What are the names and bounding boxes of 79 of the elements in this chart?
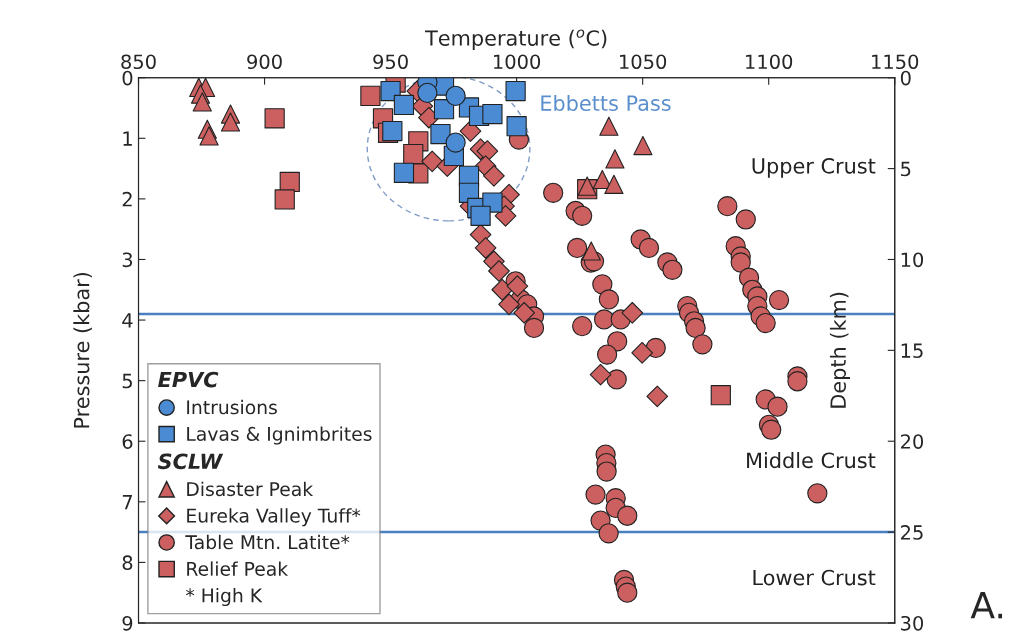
annotation: Lower Crust xyxy=(753,569,876,586)
legend-label: Disaster Peak xyxy=(187,481,314,497)
point xyxy=(417,82,438,103)
x-tick-label: 1150 xyxy=(872,54,919,70)
point xyxy=(633,135,653,156)
y-tick-label: 2 xyxy=(122,191,132,207)
point xyxy=(470,205,491,226)
point xyxy=(498,293,520,316)
y-axis-title: Pressure (kbar) xyxy=(73,272,92,428)
y2-axis-title: Depth (km) xyxy=(829,292,851,408)
point xyxy=(581,241,601,261)
point xyxy=(506,275,529,297)
point xyxy=(621,301,644,324)
point xyxy=(474,237,497,259)
point xyxy=(421,150,444,173)
text: A. xyxy=(970,591,1003,619)
point xyxy=(589,363,612,386)
point xyxy=(506,116,527,137)
y2-tick-label: 20 xyxy=(901,434,924,449)
annotation: SCLW xyxy=(157,453,224,470)
point xyxy=(403,143,424,165)
point xyxy=(380,80,401,102)
legend-label: Table Mtn. Latite* xyxy=(185,534,350,550)
x-tick-label: 900 xyxy=(247,54,282,70)
y-tick-label: 9 xyxy=(122,615,133,631)
point xyxy=(599,116,619,136)
point xyxy=(192,92,212,112)
x-tick-label: 1050 xyxy=(620,54,667,70)
x-tick-label: 850 xyxy=(121,54,156,70)
annotation: Middle Crust xyxy=(747,452,876,469)
x-axis-title: Temperature ($^{o}$C) xyxy=(425,29,607,50)
y2-tick-label: 0 xyxy=(900,70,911,86)
point xyxy=(505,80,526,102)
point xyxy=(605,149,625,169)
point xyxy=(491,278,514,301)
y-tick-label: 4 xyxy=(122,313,133,328)
x-tick-label: 950 xyxy=(373,54,408,70)
y2-tick-label: 15 xyxy=(901,343,923,359)
annotation: EPVC xyxy=(158,371,219,388)
point xyxy=(264,108,285,129)
point xyxy=(445,132,466,153)
y2-tick-label: 25 xyxy=(901,525,923,540)
y-tick-label: 6 xyxy=(122,434,133,449)
point xyxy=(445,85,466,107)
y2-tick-label: 10 xyxy=(901,252,924,268)
point xyxy=(604,174,624,194)
legend-label: Lavas & Ignimbrites xyxy=(187,426,372,445)
annotation: * High K xyxy=(185,587,263,607)
y2-tick-label: 5 xyxy=(901,161,911,177)
point xyxy=(360,85,381,107)
legend-label: Eureka Valley Tuff* xyxy=(187,508,361,527)
y2-tick-label: 30 xyxy=(901,615,924,631)
y-tick-label: 7 xyxy=(122,495,132,510)
legend-label: Relief Peak xyxy=(187,561,289,576)
point xyxy=(199,126,219,146)
annotation: Upper Crust xyxy=(752,157,876,178)
point xyxy=(646,385,669,408)
y-tick-label: 3 xyxy=(122,252,133,268)
point xyxy=(482,103,503,125)
point xyxy=(631,341,654,364)
point xyxy=(393,94,415,116)
y-tick-label: 0 xyxy=(122,70,133,86)
point xyxy=(710,385,731,406)
annotation: Ebbetts Pass xyxy=(541,94,671,112)
y-tick-label: 8 xyxy=(122,555,133,571)
point xyxy=(483,165,505,187)
legend-label: Intrusions xyxy=(187,399,277,415)
y-tick-label: 5 xyxy=(122,373,132,389)
point xyxy=(488,260,510,282)
y-tick-label: 1 xyxy=(123,131,132,146)
point xyxy=(393,162,415,183)
point xyxy=(220,112,241,132)
point xyxy=(274,189,295,210)
x-tick-label: 1000 xyxy=(494,54,541,70)
point xyxy=(494,204,517,227)
point xyxy=(513,301,536,324)
x-tick-label: 1100 xyxy=(746,54,793,70)
point xyxy=(430,123,451,145)
point xyxy=(382,120,403,142)
